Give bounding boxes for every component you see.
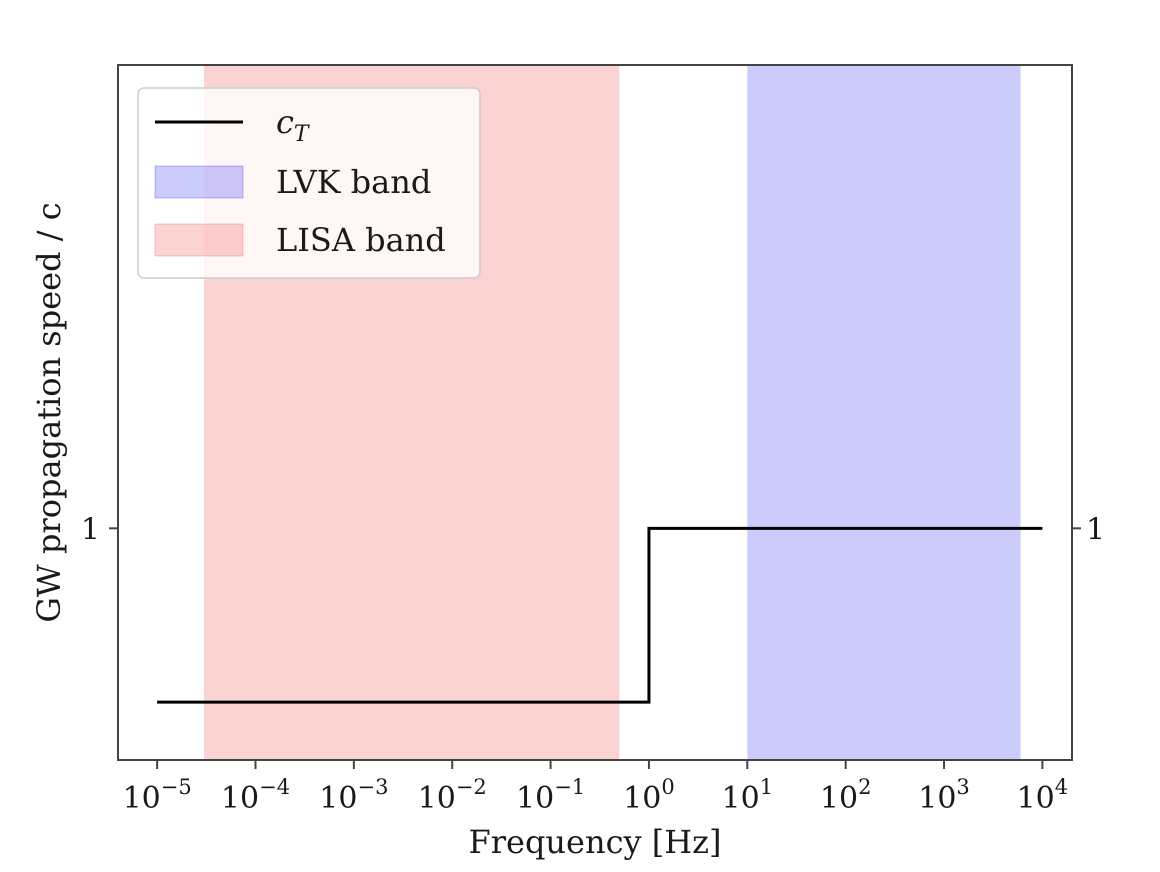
legend: cT LVK band LISA band: [137, 87, 481, 279]
x-tick-label: 10−3: [319, 775, 388, 816]
ticks-layer: 10−5 10−4 10−3 10−2 10−1 100 101 102 103 104 1 1: [81, 512, 1105, 816]
legend-label-lvk-band: LVK band: [276, 163, 431, 201]
series-layer: [157, 526, 1043, 704]
legend-swatch-lvk-band: [154, 165, 244, 199]
x-tick-label: 104: [1017, 775, 1069, 816]
band-lvk-band: [747, 65, 1021, 760]
legend-box: [137, 87, 481, 279]
x-tick-label: 10−4: [221, 775, 290, 816]
x-tick-label: 102: [820, 775, 872, 816]
legend-label-ct: cT: [276, 103, 311, 147]
x-axis-label: Frequency [Hz]: [469, 823, 722, 861]
x-tick-label: 101: [722, 775, 774, 816]
y-axis-label: GW propagation speed / c: [30, 202, 68, 622]
x-tick-label: 10−2: [418, 775, 487, 816]
x-tick-label: 10−5: [123, 775, 192, 816]
x-tick-label: 103: [918, 775, 970, 816]
plot-frame: [117, 64, 1073, 761]
y-tick-label-left: 1: [81, 512, 100, 547]
x-tick-label: 10−1: [516, 775, 585, 816]
x-tick-label: 100: [623, 775, 675, 816]
series-line-ct: [157, 526, 1043, 704]
y-tick-label-right: 1: [1086, 512, 1105, 547]
legend-label-lisa-band: LISA band: [276, 221, 446, 259]
legend-swatch-lisa-band: [154, 223, 244, 257]
